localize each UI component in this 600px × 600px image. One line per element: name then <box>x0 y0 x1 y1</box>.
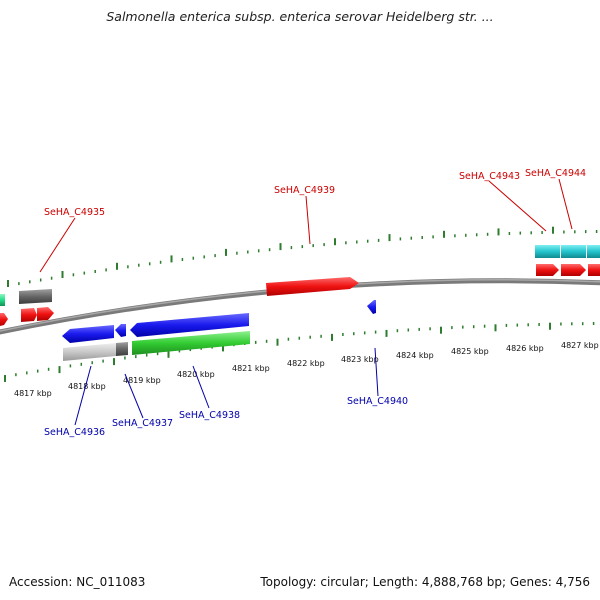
label-leader-line <box>558 178 573 230</box>
label-leader-line <box>124 373 144 419</box>
gene-label-SeHA_C4937[interactable]: SeHA_C4937 <box>112 418 173 429</box>
gene-arrow-SeHA_C4937[interactable] <box>115 324 126 337</box>
ruler-label: 4823 kbp <box>341 355 379 364</box>
ruler-label: 4825 kbp <box>451 347 489 356</box>
gene-arrow-forward[interactable] <box>0 313 8 326</box>
feature-cyan-forward[interactable] <box>561 245 586 258</box>
gene-arrow-SeHA_C4939[interactable] <box>266 277 359 296</box>
gene-arrow-forward[interactable] <box>536 264 559 276</box>
gene-arrow-forward[interactable] <box>561 264 586 276</box>
gene-arrow-SeHA_C4936[interactable] <box>62 325 114 343</box>
ruler-label: 4817 kbp <box>14 389 52 398</box>
ruler-label: 4821 kbp <box>232 364 270 373</box>
inner-tick-ring <box>4 322 595 382</box>
outer-tick-ring <box>7 226 598 287</box>
label-leader-line <box>305 195 311 245</box>
gene-arrow-forward[interactable] <box>588 264 600 276</box>
gene-arrow-forward[interactable] <box>21 308 37 322</box>
label-leader-line <box>488 180 547 232</box>
feature-edge-mint[interactable] <box>0 294 5 306</box>
gene-label-SeHA_C4938[interactable]: SeHA_C4938 <box>179 410 240 421</box>
ruler-label: 4826 kbp <box>506 344 544 353</box>
feature-gray-reverse[interactable] <box>116 342 128 356</box>
gene-label-SeHA_C4943[interactable]: SeHA_C4943 <box>459 171 520 182</box>
label-leader-line <box>192 365 210 409</box>
ruler-label: 4818 kbp <box>68 382 106 391</box>
ruler-label: 4819 kbp <box>123 376 161 385</box>
genome-stats-text: Topology: circular; Length: 4,888,768 bp… <box>260 575 590 589</box>
label-leader-line <box>74 365 92 426</box>
ruler-label: 4824 kbp <box>396 351 434 360</box>
gene-label-SeHA_C4940[interactable]: SeHA_C4940 <box>347 396 408 407</box>
feature-cyan-forward[interactable] <box>535 245 560 258</box>
gene-label-SeHA_C4944[interactable]: SeHA_C4944 <box>525 168 586 179</box>
map-title: Salmonella enterica subsp. enterica sero… <box>106 9 494 24</box>
gene-arrow-SeHA_C4938[interactable] <box>130 313 249 337</box>
feature-lightgray-reverse[interactable] <box>63 343 116 361</box>
label-leader-line <box>374 347 379 397</box>
gene-arrow-SeHA_C4940[interactable] <box>367 300 376 314</box>
gene-label-SeHA_C4935[interactable]: SeHA_C4935 <box>44 207 105 218</box>
ruler-label: 4822 kbp <box>287 359 325 368</box>
label-leader-line <box>39 217 76 273</box>
ruler-label: 4827 kbp <box>561 341 599 350</box>
feature-gray-forward[interactable] <box>19 289 52 304</box>
gene-label-SeHA_C4936[interactable]: SeHA_C4936 <box>44 427 105 438</box>
feature-cyan-forward[interactable] <box>587 245 600 258</box>
feature-green-reverse[interactable] <box>132 331 250 355</box>
gene-arrow-forward[interactable] <box>37 307 54 321</box>
gene-label-SeHA_C4939[interactable]: SeHA_C4939 <box>274 185 335 196</box>
accession-text: Accession: NC_011083 <box>9 575 146 589</box>
